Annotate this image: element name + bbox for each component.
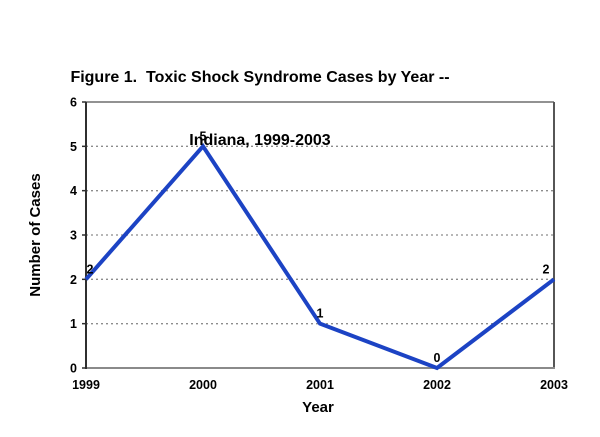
x-tick-label-1999: 1999 — [72, 378, 100, 392]
y-tick-label-1: 1 — [70, 317, 77, 331]
y-tick-label-5: 5 — [70, 140, 77, 154]
data-label-1999: 2 — [87, 262, 94, 276]
y-tick-label-0: 0 — [70, 362, 77, 376]
y-tick-label-4: 4 — [70, 184, 77, 198]
x-axis-title: Year — [302, 399, 334, 416]
chart-title: Figure 1. Toxic Shock Syndrome Cases by … — [0, 25, 520, 193]
x-tick-label-2002: 2002 — [423, 378, 451, 392]
y-tick-label-2: 2 — [70, 273, 77, 287]
x-tick-label-2003: 2003 — [540, 378, 568, 392]
x-tick-label-2000: 2000 — [189, 378, 217, 392]
y-axis-title: Number of Cases — [27, 173, 44, 297]
data-label-2002: 0 — [434, 351, 441, 365]
chart-title-line2: Indiana, 1999-2003 — [189, 132, 331, 149]
y-tick-label-6: 6 — [70, 96, 77, 110]
y-tick-label-3: 3 — [70, 229, 77, 243]
data-label-2000: 5 — [200, 129, 207, 143]
chart-title-line1: Figure 1. Toxic Shock Syndrome Cases by … — [70, 69, 450, 86]
series-line — [84, 143, 556, 371]
data-label-2003: 2 — [543, 262, 550, 276]
data-label-2001: 1 — [317, 307, 324, 321]
x-tick-label-2001: 2001 — [306, 378, 334, 392]
